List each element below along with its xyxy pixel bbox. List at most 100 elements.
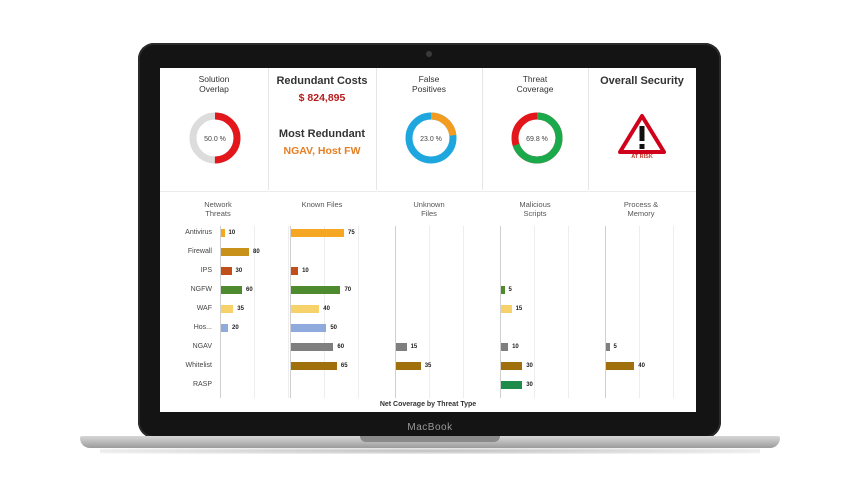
unknown-gridline (429, 226, 430, 398)
row-label-7: Whitelist (185, 362, 212, 369)
laptop-base (80, 436, 780, 448)
known-bar-6[interactable] (291, 343, 334, 351)
known-bar-4[interactable] (291, 305, 320, 313)
solution-overlap-title: Solution Overlap (198, 74, 230, 94)
network-value-3: 60 (246, 287, 253, 293)
known-value-7: 65 (340, 363, 348, 369)
process-value-7: 40 (638, 363, 645, 369)
known-bar-2[interactable] (291, 267, 299, 275)
coverage-charts: Network Threats Known Files Unknown File… (160, 192, 696, 412)
row-label-3: NGFW (190, 286, 212, 293)
laptop-notch (360, 436, 500, 442)
network-value-5: 20 (232, 325, 239, 331)
network-value-4: 35 (237, 306, 244, 312)
process-memory-title: Process & Memory (623, 200, 659, 218)
network-gridline (288, 226, 289, 398)
network-gridline (220, 226, 221, 398)
scripts-value-6: 10 (512, 344, 519, 350)
redundant-costs-title: Redundant Costs (276, 75, 368, 87)
scripts-bar-3[interactable] (501, 286, 505, 294)
known-value-3: 70 (344, 287, 352, 293)
most-redundant-title: Most Redundant (278, 128, 366, 140)
network-bar-2[interactable] (221, 267, 232, 275)
warning-icon (618, 114, 666, 154)
row-label-2: IPS (200, 267, 212, 274)
row-label-6: NGAV (192, 343, 212, 350)
overall-security-panel[interactable]: Overall Security AT RISK (588, 68, 696, 190)
known-bar-5[interactable] (291, 324, 327, 332)
network-bar-1[interactable] (221, 248, 249, 256)
known-gridline (290, 226, 291, 398)
laptop-shadow (100, 448, 760, 454)
scripts-bar-7[interactable] (501, 362, 523, 370)
network-bar-4[interactable] (221, 305, 234, 313)
dashboard-screen: Solution Overlap 50.0 % Redundant Costs … (160, 68, 696, 412)
known-files-title: Known Files (301, 200, 343, 209)
known-bar-7[interactable] (291, 362, 337, 370)
threat-coverage-pct: 69.8 % (526, 136, 548, 143)
unknown-gridline (395, 226, 396, 398)
network-bar-3[interactable] (221, 286, 242, 294)
solution-overlap-pct: 50.0 % (204, 136, 226, 143)
unknown-bar-7[interactable] (396, 362, 421, 370)
network-value-0: 10 (228, 230, 236, 236)
scripts-value-8: 30 (526, 382, 533, 388)
network-bar-5[interactable] (221, 324, 228, 332)
process-value-6: 5 (613, 344, 617, 350)
scripts-gridline (568, 226, 569, 398)
network-gridline (254, 226, 255, 398)
false-positives-donut: 23.0 % (405, 112, 457, 164)
overall-security-title: Overall Security (600, 75, 684, 87)
chart-footer: Net Coverage by Threat Type (379, 401, 477, 408)
network-threats-title: Network Threats (204, 200, 232, 218)
known-value-2: 10 (302, 268, 309, 274)
row-label-8: RASP (192, 381, 212, 388)
row-label-0: Antivirus (185, 229, 212, 236)
process-bar-6[interactable] (606, 343, 610, 351)
threat-coverage-panel[interactable]: Threat Coverage 69.8 % (482, 68, 589, 190)
known-gridline (324, 226, 325, 398)
process-gridline (639, 226, 640, 398)
redundant-costs-amount: $ 824,895 (298, 92, 346, 104)
camera-icon (426, 51, 432, 57)
scripts-bar-8[interactable] (501, 381, 523, 389)
false-positives-panel[interactable]: False Positives 23.0 % (376, 68, 483, 190)
network-value-2: 30 (235, 268, 243, 274)
process-gridline (605, 226, 606, 398)
process-gridline (673, 226, 674, 398)
false-positives-title: False Positives (411, 74, 446, 94)
known-bar-3[interactable] (291, 286, 341, 294)
unknown-files-title: Unknown Files (413, 200, 445, 218)
network-bar-0[interactable] (221, 229, 225, 237)
network-value-1: 80 (253, 249, 260, 255)
scripts-bar-4[interactable] (501, 305, 512, 313)
known-value-6: 60 (337, 344, 345, 350)
scripts-value-4: 15 (515, 306, 523, 312)
scripts-value-3: 5 (508, 287, 512, 293)
device-brand: MacBook (407, 422, 453, 433)
threat-coverage-donut: 69.8 % (511, 112, 563, 164)
unknown-value-6: 15 (410, 344, 418, 350)
row-label-1: Firewall (187, 248, 212, 255)
unknown-gridline (463, 226, 464, 398)
scripts-bar-6[interactable] (501, 343, 509, 351)
scripts-value-7: 30 (526, 363, 533, 369)
solution-overlap-panel[interactable]: Solution Overlap 50.0 % (160, 68, 269, 190)
known-value-0: 75 (348, 230, 355, 236)
known-value-4: 40 (323, 306, 330, 312)
threat-coverage-title: Threat Coverage (516, 74, 554, 94)
known-bar-0[interactable] (291, 229, 344, 237)
redundant-costs-panel[interactable]: Redundant Costs $ 824,895 Most Redundant… (268, 68, 377, 190)
scripts-gridline (534, 226, 535, 398)
row-label-5: Hos... (193, 324, 212, 331)
false-positives-pct: 23.0 % (420, 136, 442, 143)
process-bar-7[interactable] (606, 362, 635, 370)
overall-security-status: AT RISK (631, 154, 653, 160)
most-redundant-value: NGAV, Host FW (283, 145, 361, 157)
divider (160, 191, 696, 192)
unknown-bar-6[interactable] (396, 343, 407, 351)
unknown-value-7: 35 (424, 363, 432, 369)
malicious-scripts-title: Malicious Scripts (519, 200, 551, 218)
row-label-4: WAF (196, 305, 212, 312)
known-value-5: 50 (330, 325, 338, 331)
